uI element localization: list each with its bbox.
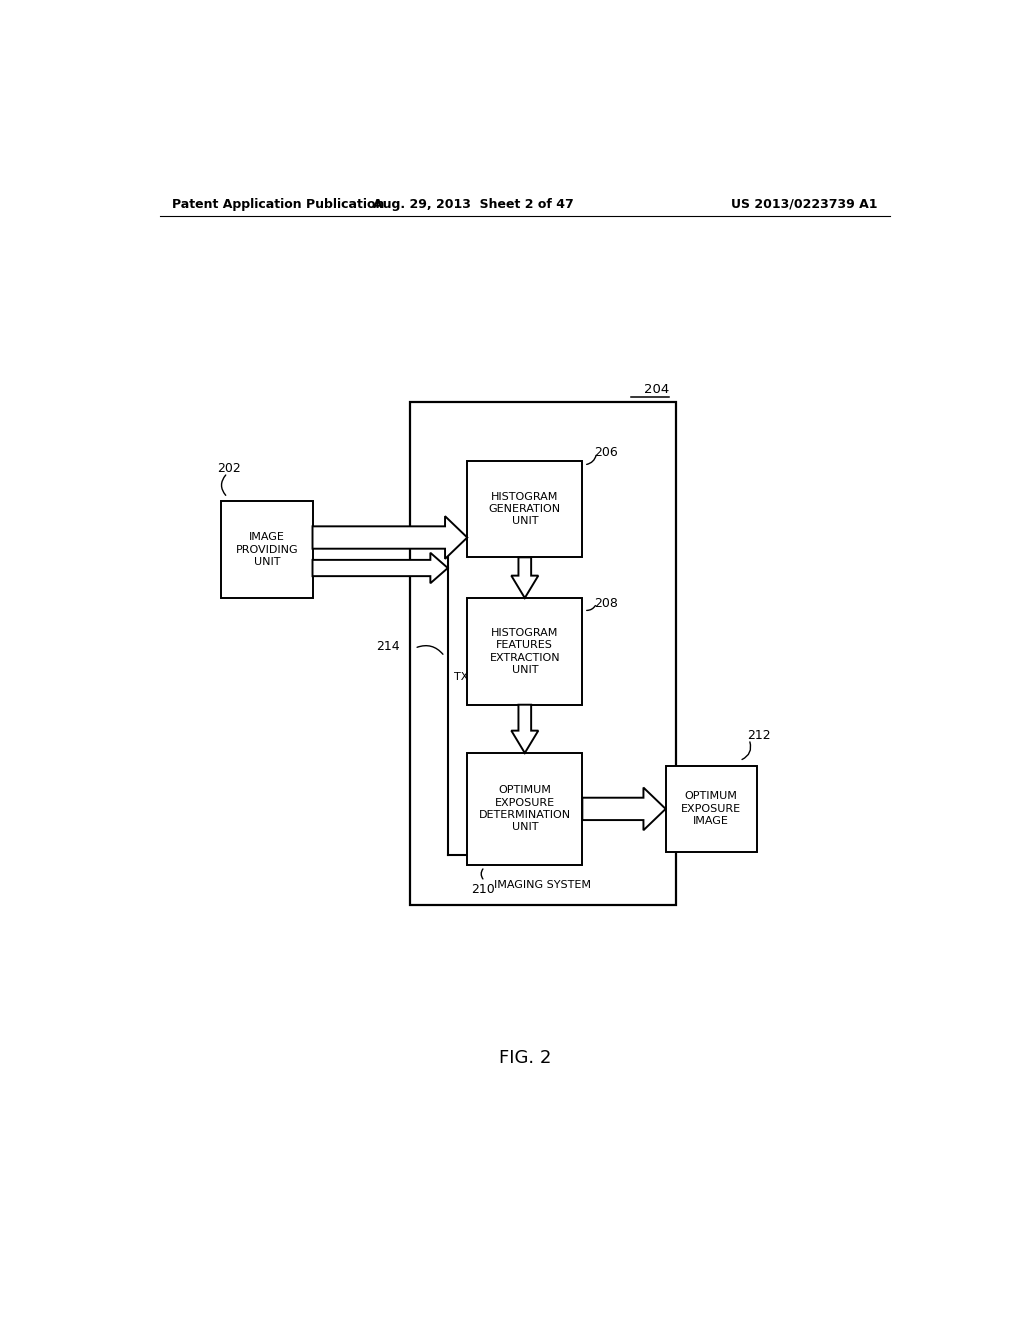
Text: 210: 210 (471, 883, 495, 896)
Text: 214: 214 (377, 640, 400, 653)
Text: 208: 208 (594, 597, 618, 610)
Text: Aug. 29, 2013  Sheet 2 of 47: Aug. 29, 2013 Sheet 2 of 47 (373, 198, 573, 211)
Text: 202: 202 (217, 462, 241, 475)
FancyBboxPatch shape (467, 752, 583, 865)
Text: US 2013/0223739 A1: US 2013/0223739 A1 (731, 198, 878, 211)
Polygon shape (583, 788, 666, 830)
Polygon shape (511, 705, 539, 752)
FancyBboxPatch shape (221, 502, 312, 598)
FancyBboxPatch shape (666, 766, 757, 853)
Text: 212: 212 (748, 729, 771, 742)
Text: Patent Application Publication: Patent Application Publication (172, 198, 384, 211)
Text: OPTIMUM
EXPOSURE
IMAGE: OPTIMUM EXPOSURE IMAGE (681, 792, 741, 826)
Polygon shape (511, 557, 539, 598)
Text: TX: TX (455, 672, 469, 681)
Text: FIG. 2: FIG. 2 (499, 1049, 551, 1067)
Text: 204: 204 (644, 383, 670, 396)
Text: OPTIMUM
EXPOSURE
DETERMINATION
UNIT: OPTIMUM EXPOSURE DETERMINATION UNIT (479, 785, 570, 833)
Text: HISTOGRAM
FEATURES
EXTRACTION
UNIT: HISTOGRAM FEATURES EXTRACTION UNIT (489, 628, 560, 675)
Text: IMAGING SYSTEM: IMAGING SYSTEM (495, 880, 591, 890)
FancyBboxPatch shape (467, 598, 583, 705)
Text: IMAGE
PROVIDING
UNIT: IMAGE PROVIDING UNIT (236, 532, 298, 568)
Polygon shape (312, 516, 467, 558)
Polygon shape (312, 553, 447, 583)
Text: 206: 206 (594, 446, 618, 459)
FancyBboxPatch shape (410, 403, 676, 906)
Text: HISTOGRAM
GENERATION
UNIT: HISTOGRAM GENERATION UNIT (488, 491, 561, 527)
FancyBboxPatch shape (467, 461, 583, 557)
